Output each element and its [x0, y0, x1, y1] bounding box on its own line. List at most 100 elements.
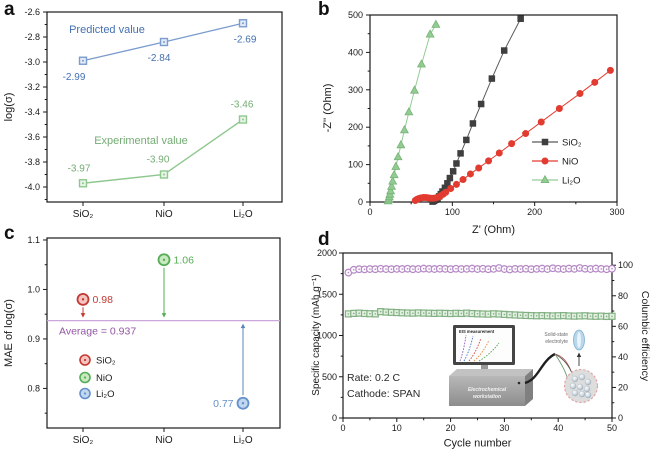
- legend: SiO₂ NiO Li₂O: [532, 138, 582, 187]
- panel-a-chart: -4.0 -3.8 -3.6 -3.4 -3.2 -3.0 -2.8 -2.6 SiO₂ NiO L…: [3, 7, 283, 220]
- monitor-screen: [456, 328, 512, 362]
- workstation-label-line2: workstation: [473, 394, 501, 400]
- svg-text:60: 60: [618, 321, 628, 331]
- svg-text:SiO₂: SiO₂: [562, 138, 582, 149]
- svg-text:-3.4: -3.4: [24, 107, 40, 117]
- svg-text:NiO: NiO: [155, 435, 172, 446]
- series-0: [344, 308, 616, 321]
- svg-text:Columbic efficiency: Columbic efficiency: [639, 291, 651, 382]
- svg-text:SiO₂: SiO₂: [73, 209, 94, 220]
- svg-text:1.0: 1.0: [27, 284, 40, 294]
- workstation-box: Electrochemical workstation: [449, 369, 533, 406]
- svg-text:10: 10: [392, 423, 402, 433]
- svg-text:-3.2: -3.2: [24, 82, 40, 92]
- svg-text:Cathode: SPAN: Cathode: SPAN: [347, 388, 420, 400]
- panel-d: d EIS measurement: [310, 228, 660, 459]
- series-1: -3.97 -3.90 -3.46 Experimental value: [68, 100, 254, 188]
- series-2: [383, 19, 441, 205]
- svg-text:Li₂O: Li₂O: [233, 435, 253, 446]
- svg-text:100: 100: [445, 207, 460, 217]
- svg-text:SiO₂: SiO₂: [73, 435, 94, 446]
- svg-text:log(σ): log(σ): [3, 93, 15, 122]
- svg-text:200: 200: [348, 122, 363, 132]
- svg-text:Rate: 0.2 C: Rate: 0.2 C: [347, 372, 401, 384]
- svg-text:Average = 0.937: Average = 0.937: [59, 326, 136, 338]
- panel-d-chart: 0 10 20 30 40 500500100015002000020406080100C…: [311, 248, 651, 450]
- svg-text:0.8: 0.8: [27, 383, 40, 393]
- svg-text:0: 0: [618, 413, 623, 423]
- eis-curves-illustration: [459, 334, 500, 362]
- monitor-screen-label: EIS measurement: [459, 329, 495, 334]
- svg-text:-3.97: -3.97: [68, 163, 91, 174]
- point-0: 0.98: [76, 292, 114, 318]
- experiment-setup-illustration: EIS measurement Electrochemical workstat…: [449, 325, 599, 406]
- svg-text:0: 0: [332, 413, 337, 423]
- svg-text:30: 30: [499, 423, 509, 433]
- svg-text:-3.8: -3.8: [24, 157, 40, 167]
- svg-text:50: 50: [607, 423, 617, 433]
- workstation-label-line1: Electrochemical: [468, 387, 507, 393]
- svg-text:SiO₂: SiO₂: [96, 356, 116, 367]
- svg-text:100: 100: [618, 260, 633, 270]
- svg-text:40: 40: [618, 352, 628, 362]
- svg-text:20: 20: [446, 423, 456, 433]
- svg-text:-3.46: -3.46: [231, 100, 254, 111]
- svg-text:Cycle number: Cycle number: [444, 438, 512, 450]
- svg-text:Specific capacity (mAh g⁻¹): Specific capacity (mAh g⁻¹): [311, 274, 322, 395]
- panel-d-label: d: [318, 229, 330, 250]
- monitor-illustration: EIS measurement: [453, 325, 515, 374]
- svg-text:0.9: 0.9: [27, 334, 40, 344]
- svg-text:20: 20: [618, 382, 628, 392]
- electrolyte-label-line2: electrolyte: [545, 339, 568, 345]
- series-1: [411, 66, 614, 205]
- cell-illustration: [563, 368, 599, 404]
- svg-text:-4.0: -4.0: [24, 182, 40, 192]
- monitor-stand: [481, 365, 488, 371]
- svg-text:500: 500: [322, 372, 337, 382]
- svg-text:200: 200: [527, 207, 542, 217]
- svg-text:400: 400: [348, 47, 363, 57]
- electrolyte-label-line1: Solid-state: [544, 332, 568, 338]
- panel-a-label: a: [4, 0, 15, 20]
- panel-b: b 0 100 200 300 0 100 200 300 400 500 Z' (Ohm) -Z''…: [310, 0, 660, 250]
- svg-text:-2.69: -2.69: [234, 34, 257, 45]
- svg-text:100: 100: [348, 160, 363, 170]
- svg-text:0.77: 0.77: [213, 398, 234, 410]
- svg-text:Experimental value: Experimental value: [94, 135, 188, 147]
- power-button-icon: [517, 381, 521, 385]
- svg-text:1000: 1000: [317, 331, 337, 341]
- svg-text:40: 40: [553, 423, 563, 433]
- up-arrow-icon: [576, 352, 582, 366]
- svg-text:NiO: NiO: [96, 373, 112, 384]
- svg-text:-3.90: -3.90: [147, 155, 170, 166]
- svg-text:500: 500: [348, 10, 363, 20]
- point-1: 1.06: [157, 253, 195, 318]
- svg-text:Li₂O: Li₂O: [562, 176, 580, 187]
- svg-text:0: 0: [358, 197, 363, 207]
- svg-text:-2.8: -2.8: [24, 32, 40, 42]
- particle-spheres: [569, 373, 592, 399]
- svg-text:80: 80: [618, 291, 628, 301]
- svg-text:0.98: 0.98: [93, 294, 114, 306]
- panel-c: c 0.8 0.9 1.0 1.1 SiO₂ NiO Li₂O MAE of log(σ) Av…: [0, 224, 310, 459]
- cable-illustration: [524, 352, 556, 385]
- legend: SiO₂ NiO Li₂O: [79, 354, 116, 400]
- series-1: [344, 264, 616, 277]
- svg-text:300: 300: [609, 207, 624, 217]
- svg-text:-3.0: -3.0: [24, 57, 40, 67]
- point-2: 0.77: [213, 323, 250, 410]
- svg-text:NiO: NiO: [155, 209, 172, 220]
- svg-text:MAE of log(σ): MAE of log(σ): [3, 299, 15, 367]
- svg-text:1500: 1500: [317, 289, 337, 299]
- svg-text:2000: 2000: [317, 248, 337, 258]
- svg-text:-2.84: -2.84: [148, 53, 171, 64]
- svg-text:1.1: 1.1: [27, 235, 40, 245]
- svg-text:Li₂O: Li₂O: [96, 389, 114, 400]
- svg-text:-2.99: -2.99: [63, 72, 86, 83]
- panel-b-label: b: [318, 0, 330, 20]
- svg-text:1.06: 1.06: [174, 254, 195, 266]
- panel-c-label: c: [4, 223, 15, 244]
- svg-text:Predicted value: Predicted value: [69, 24, 145, 36]
- svg-text:-2.6: -2.6: [24, 7, 40, 17]
